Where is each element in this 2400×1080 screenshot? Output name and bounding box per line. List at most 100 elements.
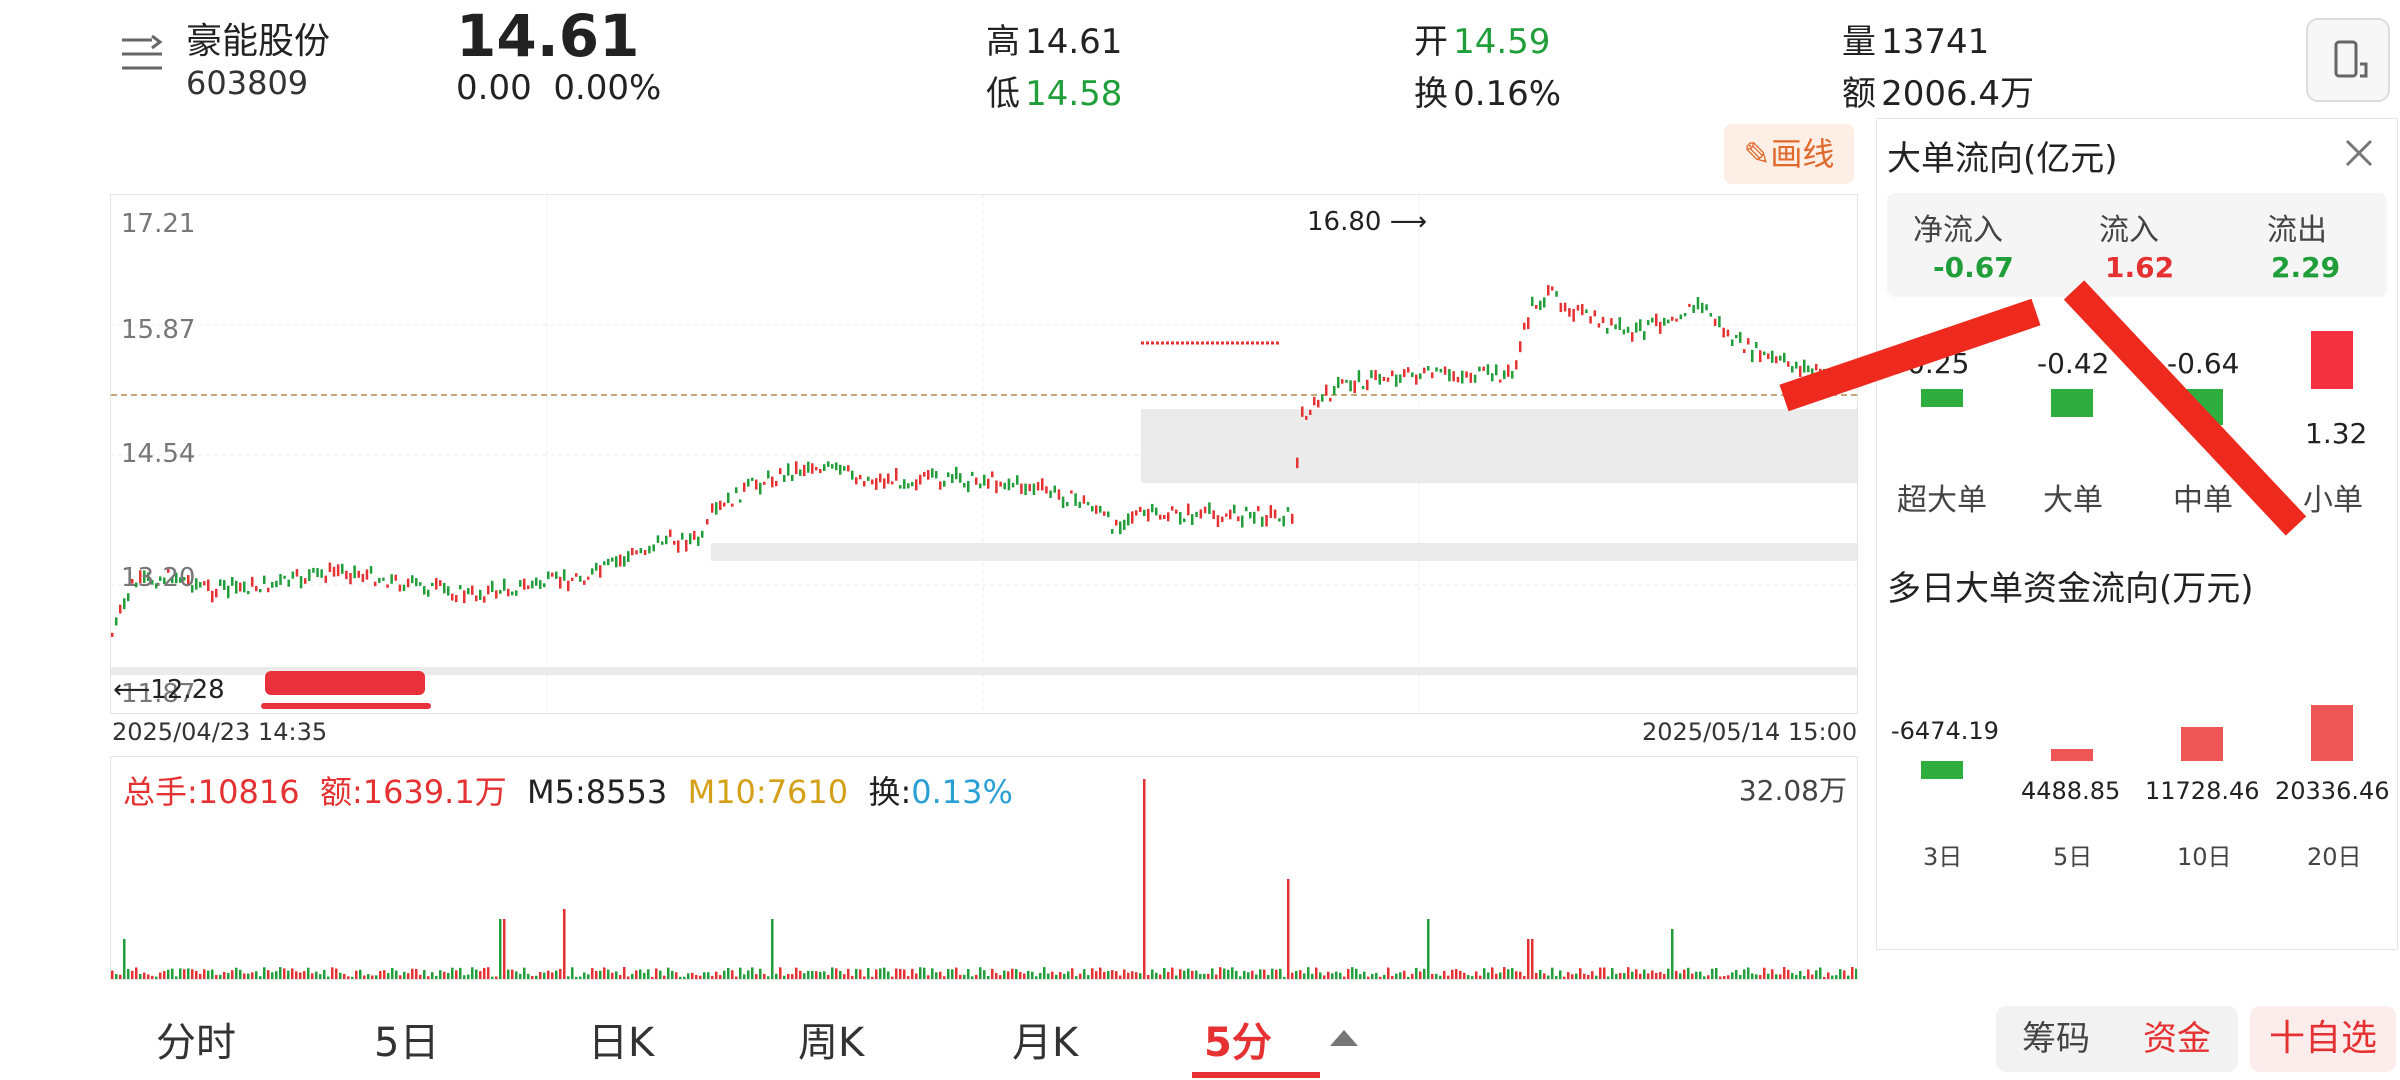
kline-candle (951, 474, 954, 484)
high-label: 高 (986, 22, 1020, 62)
kline-candle (803, 464, 806, 477)
volume-bar (443, 971, 446, 979)
volume-bar (191, 969, 194, 979)
bar-large-label: 大单 (2043, 483, 2103, 518)
kline-candle (463, 590, 466, 604)
volume-bar (379, 971, 382, 979)
turnover-stat: 换 0.16% (1414, 66, 1561, 115)
volume-bar (251, 972, 254, 979)
volume-chart[interactable]: 总手:10816 额:1639.1万 M5:8553 M10:7610 换:0.… (110, 756, 1858, 980)
multi-bar-5d (2051, 749, 2093, 761)
volume-bar (751, 967, 754, 979)
kline-candle (763, 481, 766, 485)
kline-candle (1539, 300, 1542, 310)
kline-chart[interactable]: 17.21 15.87 14.54 13.20 11.87 16.80 ⟶ ⟵1… (110, 194, 1858, 714)
bar-medium (2181, 389, 2223, 425)
volume-bars (111, 779, 1857, 979)
close-icon[interactable] (2339, 133, 2379, 173)
kline-candle (1491, 373, 1494, 382)
kline-candle (1278, 518, 1281, 522)
kline-candle (755, 479, 758, 490)
kline-candle (171, 577, 174, 584)
kline-candle (507, 588, 510, 597)
tab-5min[interactable]: 5分 (1204, 1020, 1272, 1066)
volume-bar (683, 976, 686, 979)
volume-bar (1099, 967, 1102, 979)
volume-bar (579, 976, 582, 979)
volume-bar (1083, 969, 1086, 979)
kline-candle (1111, 529, 1114, 534)
volume-bar (127, 968, 130, 979)
volume-bar (275, 971, 278, 979)
volume-bar (1575, 973, 1578, 979)
funds-button[interactable]: 资金 (2116, 1006, 2238, 1072)
volume-bar (1191, 970, 1194, 979)
volume-bar (583, 972, 586, 979)
tab-daily-k[interactable]: 日K (588, 1020, 655, 1066)
menu-icon[interactable] (118, 34, 166, 74)
landscape-toggle-button[interactable] (2306, 18, 2390, 102)
volume-bar (675, 972, 678, 979)
kline-candle (697, 536, 700, 546)
volume-bar (735, 976, 738, 979)
volume-bar (1843, 970, 1846, 979)
kline-candle (669, 529, 672, 537)
add-watchlist-button[interactable]: 十自选 (2250, 1006, 2396, 1072)
caret-up-icon[interactable] (1330, 1030, 1358, 1046)
volume-bar (1695, 971, 1698, 979)
kline-candle (1333, 386, 1336, 396)
volume-bar (1291, 972, 1294, 979)
volume-bar (595, 970, 598, 979)
kline-candle (1622, 329, 1626, 335)
volume-bar (1679, 973, 1682, 979)
tab-weekly-k[interactable]: 周K (798, 1020, 865, 1066)
kline-candle (1791, 366, 1794, 373)
kline-candle (495, 590, 498, 599)
volume-bar (1207, 973, 1210, 979)
volume-bar (727, 967, 730, 979)
tab-5day[interactable]: 5日 (374, 1020, 440, 1066)
kline-candle (635, 550, 638, 555)
volume-bar (1491, 967, 1494, 979)
kline-candle (316, 568, 319, 578)
volume-bar (1195, 970, 1198, 979)
volume-bar (1127, 972, 1130, 979)
y-label-5: 11.87 (121, 679, 196, 709)
volume-bar (859, 969, 862, 979)
bar-small (2311, 331, 2353, 389)
volume-bar (1107, 971, 1110, 979)
kline-candle (1597, 323, 1601, 328)
kline-candle (1070, 490, 1073, 494)
tab-intraday[interactable]: 分时 (156, 1020, 236, 1066)
volume-bar (771, 919, 774, 979)
volume-bar (1451, 969, 1454, 979)
volume-bar (331, 967, 334, 979)
chips-button[interactable]: 筹码 (1996, 1006, 2116, 1072)
draw-line-button[interactable]: ✎画线 (1724, 124, 1854, 184)
volume-bar (1019, 972, 1022, 979)
kline-candle (239, 582, 242, 592)
kline-candle (1382, 376, 1386, 381)
volume-bar (639, 969, 642, 979)
volume-bar (1103, 971, 1106, 979)
bar-large (2051, 389, 2093, 417)
volume-bar (339, 972, 342, 979)
kline-candles (111, 285, 1850, 637)
kline-candle (312, 567, 315, 573)
kline-candle (1807, 365, 1810, 373)
kline-candle (135, 582, 138, 588)
kline-candle (1045, 486, 1048, 494)
volume-bar (1351, 967, 1354, 979)
kline-candle (1353, 380, 1356, 394)
kline-candle (423, 586, 426, 595)
kline-candle (1435, 367, 1438, 372)
volume-bar (855, 968, 858, 979)
volume-bar (407, 973, 410, 979)
tab-monthly-k[interactable]: 月K (1012, 1020, 1079, 1066)
kline-candle (607, 558, 610, 566)
volume-bar (747, 970, 750, 979)
kline-candle (1783, 352, 1786, 363)
volume-bar (1239, 976, 1242, 979)
current-price: 14.61 (456, 2, 640, 70)
flow-summary-box: 净流入 -0.67 流入 1.62 流出 2.29 (1887, 193, 2387, 297)
